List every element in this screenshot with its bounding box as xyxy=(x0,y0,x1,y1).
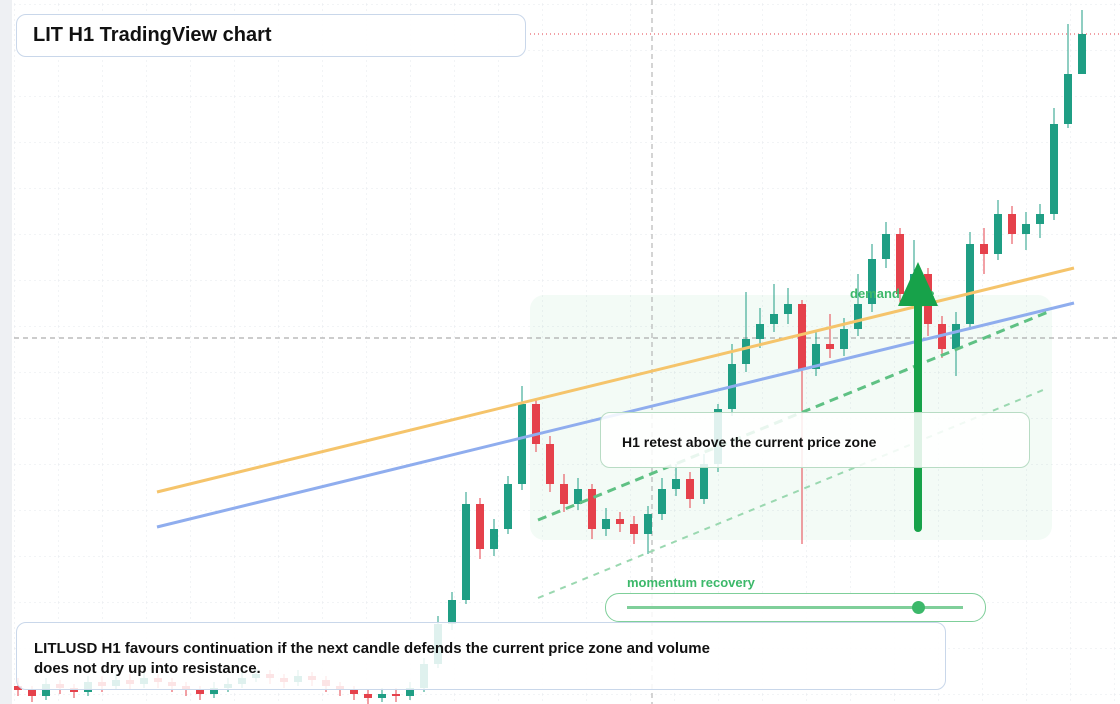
candle-body xyxy=(700,464,708,499)
candle-body xyxy=(630,524,638,534)
candle-body xyxy=(1078,34,1086,74)
title-box: LIT H1 TradingView chart xyxy=(16,14,526,57)
candle-body xyxy=(1008,214,1016,234)
candle-body xyxy=(574,489,582,504)
candle-body xyxy=(350,690,358,694)
candle-body xyxy=(602,519,610,529)
summary: LITLUSD H1 favours continuation if the n… xyxy=(34,640,710,677)
left-strip xyxy=(0,0,12,704)
candle-body xyxy=(840,329,848,349)
candle-body xyxy=(588,489,596,529)
arrow-head xyxy=(898,262,938,306)
slider-label: momentum recovery xyxy=(627,575,755,590)
candle-body xyxy=(644,514,652,534)
slider-track xyxy=(627,606,963,609)
candle-body xyxy=(966,244,974,324)
candle-body xyxy=(504,484,512,529)
candle-body xyxy=(378,694,386,698)
candle-body xyxy=(616,519,624,524)
candle-body xyxy=(210,688,218,694)
candle-body xyxy=(854,304,862,329)
summary-box: LITLUSD H1 favours continuation if the n… xyxy=(16,622,946,690)
candle-body xyxy=(476,504,484,549)
candle-body xyxy=(686,479,694,499)
candle-body xyxy=(546,444,554,484)
candle-body xyxy=(1036,214,1044,224)
candle-body xyxy=(672,479,680,489)
callout-text: H1 retest above the current price zone xyxy=(622,434,877,450)
candle-body xyxy=(406,688,414,696)
candle-body xyxy=(896,234,904,294)
candle-body xyxy=(14,686,22,690)
callout: H1 retest above the current price zone xyxy=(600,412,1030,468)
candle-body xyxy=(532,404,540,444)
candle-body xyxy=(812,344,820,369)
candle-body xyxy=(742,339,750,364)
candle-body xyxy=(28,690,36,696)
candle-body xyxy=(770,314,778,324)
candle-body xyxy=(868,259,876,304)
candle-body xyxy=(462,504,470,600)
candle-body xyxy=(560,484,568,504)
candle-body xyxy=(798,304,806,369)
candle-body xyxy=(42,684,50,696)
candle-body xyxy=(196,690,204,694)
candle-body xyxy=(70,688,78,692)
candle-body xyxy=(1022,224,1030,234)
title: LIT H1 TradingView chart xyxy=(33,24,272,46)
candle-body xyxy=(784,304,792,314)
slider xyxy=(605,593,986,622)
candle-body xyxy=(756,324,764,339)
candle-body xyxy=(490,529,498,549)
candle-body xyxy=(392,694,400,696)
candle-body xyxy=(1050,124,1058,214)
candle-body xyxy=(826,344,834,349)
candle-body xyxy=(952,324,960,349)
candle-body xyxy=(448,600,456,624)
candle-body xyxy=(882,234,890,259)
candle-body xyxy=(364,694,372,698)
slider-knob xyxy=(912,601,925,614)
candle-body xyxy=(658,489,666,514)
candle-body xyxy=(1064,74,1072,124)
candle-body xyxy=(518,404,526,484)
candle-body xyxy=(980,244,988,254)
candle-body xyxy=(994,214,1002,254)
